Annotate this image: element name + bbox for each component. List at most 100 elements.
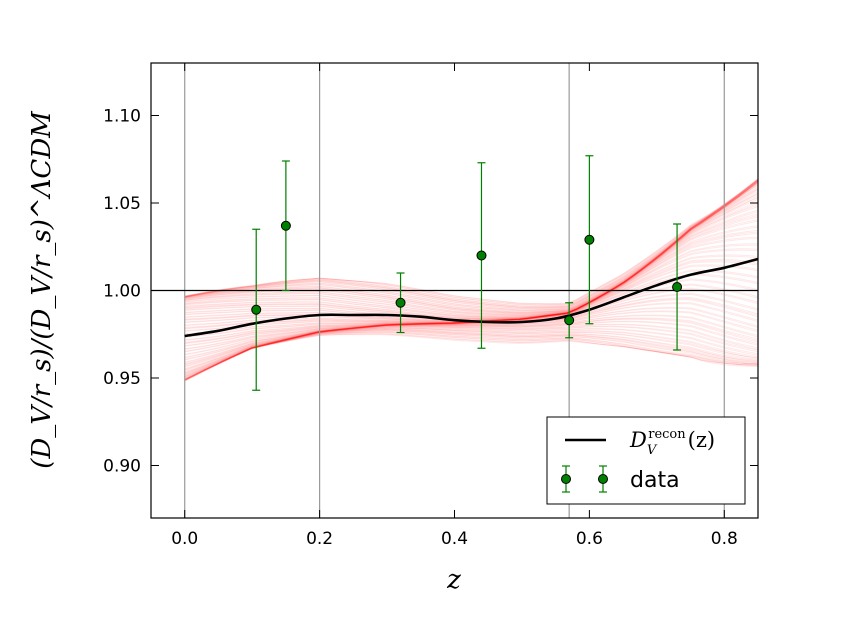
band-sample-curve bbox=[184, 299, 758, 366]
band-sample-curve bbox=[184, 179, 758, 311]
band-sample-curve bbox=[184, 329, 758, 381]
band-sample-curve bbox=[184, 191, 758, 319]
band-sample-curve bbox=[184, 325, 758, 377]
band-sample-curve bbox=[184, 179, 758, 314]
data-point bbox=[476, 162, 487, 349]
band-sample-curve bbox=[184, 180, 758, 314]
band-sample-curve bbox=[184, 330, 758, 381]
band-sample-curve bbox=[184, 179, 758, 305]
y-tick-label: 1.10 bbox=[103, 107, 141, 127]
band-sample-curve bbox=[184, 328, 758, 381]
band-sample-curve bbox=[184, 180, 758, 312]
data-point bbox=[280, 160, 291, 292]
band-sample-curve bbox=[184, 329, 758, 382]
y-tick-label: 1.05 bbox=[103, 194, 141, 214]
band-sample-curve bbox=[184, 315, 758, 374]
band-sample-curve bbox=[184, 327, 758, 380]
band-sample-curve bbox=[184, 204, 758, 321]
band-sample-curve bbox=[184, 201, 758, 321]
data-point bbox=[584, 155, 595, 325]
band-sample-curve bbox=[184, 179, 758, 307]
band-sample-curve bbox=[184, 324, 758, 378]
band-sample-curve bbox=[184, 314, 758, 373]
band-sample-curve bbox=[184, 303, 758, 368]
band-sample-curve bbox=[184, 317, 758, 374]
legend-errorbar-swatch-2 bbox=[598, 465, 608, 493]
x-tick-label: 0.8 bbox=[711, 529, 738, 549]
band-sample-curve bbox=[184, 298, 758, 366]
band-sample-curve bbox=[184, 182, 758, 316]
data-points-layer bbox=[251, 155, 683, 391]
y-tick-label: 0.90 bbox=[103, 457, 141, 477]
band-sample-curve bbox=[184, 326, 758, 379]
band-sample-curve bbox=[184, 328, 758, 381]
band-sample-curve bbox=[184, 194, 758, 320]
band-sample-curve bbox=[184, 293, 758, 364]
data-point bbox=[564, 302, 575, 339]
band-sample-curve bbox=[184, 325, 758, 378]
band-sample-curve bbox=[184, 311, 758, 372]
band-sample-curve bbox=[184, 327, 758, 380]
x-axis-label: z bbox=[446, 565, 461, 595]
band-sample-curve bbox=[184, 188, 758, 318]
band-sample-curve bbox=[184, 179, 758, 313]
band-sample-curve bbox=[184, 333, 758, 382]
legend: DVrecon(z) data bbox=[546, 416, 746, 505]
band-sample-curve bbox=[184, 178, 758, 312]
band-sample-curve bbox=[184, 181, 758, 313]
band-sample-curve bbox=[184, 318, 758, 375]
band-sample-curve bbox=[184, 326, 758, 379]
y-axis-label: (D_V/r_s)/(D_V/r_s)^ΛCDM bbox=[27, 110, 57, 469]
band-sample-curve bbox=[184, 189, 758, 318]
band-sample-curve bbox=[184, 178, 758, 310]
y-tick-label: 1.00 bbox=[103, 282, 141, 302]
band-sample-curve bbox=[184, 193, 758, 319]
band-sample-curve bbox=[184, 178, 758, 306]
x-ticks: 0.0 0.2 0.4 0.6 0.8 bbox=[171, 63, 738, 549]
band-sample-curve bbox=[184, 183, 758, 317]
band-sample-curve bbox=[184, 332, 758, 381]
band-sample-curve bbox=[184, 184, 758, 317]
band-sample-curve bbox=[184, 179, 758, 309]
x-tick-label: 0.6 bbox=[576, 529, 603, 549]
y-ticks: 0.90 0.95 1.00 1.05 1.10 bbox=[103, 107, 758, 477]
legend-box bbox=[546, 416, 746, 505]
band-sample-curve bbox=[184, 310, 758, 371]
band-sample-curve bbox=[184, 334, 758, 381]
band-sample-curve bbox=[184, 192, 758, 319]
band-sample-curve bbox=[184, 180, 758, 310]
band-sample-curve bbox=[184, 196, 758, 320]
band-sample-curve bbox=[184, 318, 758, 375]
band-sample-curve bbox=[184, 321, 758, 376]
y-tick-label: 0.95 bbox=[103, 369, 141, 389]
band-sample-curve bbox=[184, 333, 758, 381]
band-sample-curve bbox=[184, 306, 758, 370]
data-point bbox=[395, 272, 406, 334]
band-sample-curve bbox=[184, 331, 758, 382]
band-sample-curve bbox=[184, 323, 758, 377]
band-sample-curve bbox=[184, 181, 758, 311]
band-sample-curve bbox=[184, 302, 758, 367]
band-sample-curve bbox=[184, 186, 758, 318]
x-tick-label: 0.0 bbox=[171, 529, 198, 549]
x-tick-label: 0.4 bbox=[441, 529, 468, 549]
band-sample-curve bbox=[184, 182, 758, 316]
x-tick-label: 0.2 bbox=[306, 529, 333, 549]
band-sample-curve bbox=[184, 320, 758, 376]
legend-data-label: data bbox=[630, 468, 680, 493]
band-sample-curve bbox=[184, 328, 758, 380]
data-point bbox=[672, 223, 683, 351]
band-sample-curve bbox=[184, 198, 758, 320]
band-sample-curve bbox=[184, 186, 758, 317]
reconstruction-line bbox=[184, 257, 758, 338]
band-sample-curve bbox=[184, 307, 758, 370]
band-sample-curve bbox=[184, 183, 758, 316]
band-sample-curve bbox=[184, 182, 758, 314]
band-sample-curve bbox=[184, 326, 758, 380]
band-sample-curve bbox=[184, 181, 758, 309]
band-sample-curve bbox=[184, 327, 758, 380]
band-sample-curve bbox=[184, 178, 758, 308]
band-sample-curve bbox=[184, 327, 758, 380]
legend-recon-label: DVrecon(z) bbox=[629, 427, 715, 458]
